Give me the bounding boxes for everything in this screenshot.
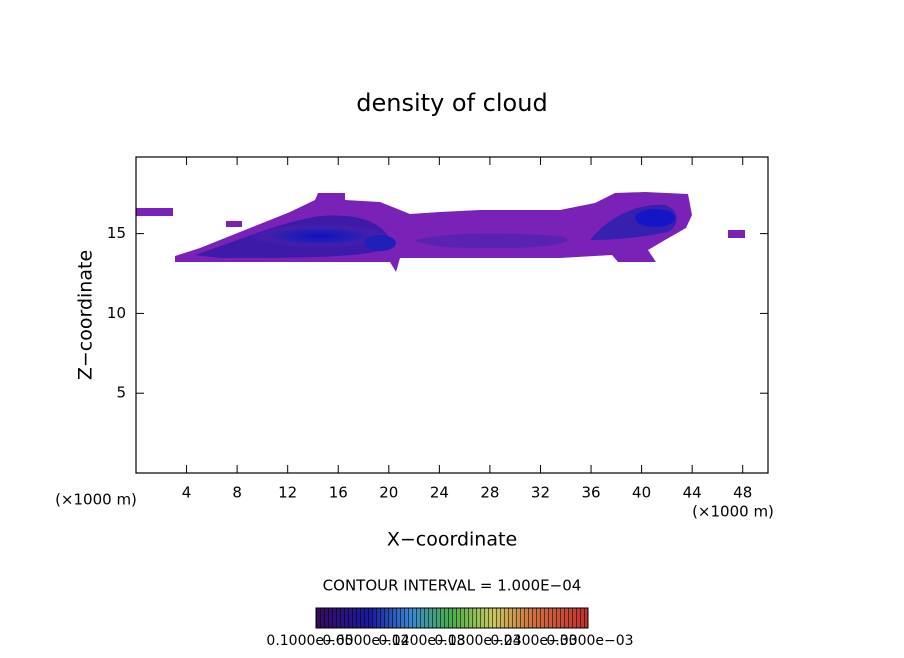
chart-title: density of cloud <box>356 89 547 117</box>
colorbar-label: 0.1800e−03 <box>434 633 521 649</box>
annotation: CONTOUR INTERVAL = 1.000E−04 <box>323 577 582 595</box>
cloud-field <box>136 192 745 272</box>
colorbar-label: 0.1000e−05 <box>266 633 353 649</box>
cloud-outer <box>728 230 745 238</box>
colorbar-label: 0.6000e−04 <box>322 633 409 649</box>
x-tick-label: 28 <box>480 484 499 502</box>
x-axis-label: X−coordinate <box>387 529 517 551</box>
x-tick-label: 48 <box>733 484 752 502</box>
colorbar-label: 0.2400e−03 <box>490 633 577 649</box>
x-tick-label: 36 <box>581 484 600 502</box>
y-unit: (×1000 m) <box>55 491 137 509</box>
y-tick-label: 5 <box>116 384 126 402</box>
x-tick-label: 44 <box>683 484 702 502</box>
cloud-outer <box>136 208 173 216</box>
x-tick-label: 12 <box>278 484 297 502</box>
x-tick-label: 4 <box>182 484 192 502</box>
y-tick-label: 15 <box>107 224 126 242</box>
cloud-layer <box>415 233 568 248</box>
x-unit: (×1000 m) <box>692 503 774 521</box>
x-tick-label: 40 <box>632 484 651 502</box>
colorbar-label: 0.3000e−03 <box>546 633 633 649</box>
y-tick-label: 10 <box>107 304 126 322</box>
y-axis-label: Z−coordinate <box>75 250 97 380</box>
x-tick-label: 24 <box>430 484 449 502</box>
cloud-core <box>250 224 390 248</box>
plot-frame <box>135 156 769 474</box>
x-tick-label: 20 <box>379 484 398 502</box>
x-tick-label: 32 <box>531 484 550 502</box>
cloud-outer <box>226 221 242 227</box>
x-tick-label: 8 <box>232 484 242 502</box>
colorbar-stripes <box>316 608 588 628</box>
cloud-core <box>364 235 396 251</box>
x-tick-label: 16 <box>329 484 348 502</box>
colorbar-label: 0.1200e−03 <box>378 633 465 649</box>
cloud-core <box>635 209 675 227</box>
